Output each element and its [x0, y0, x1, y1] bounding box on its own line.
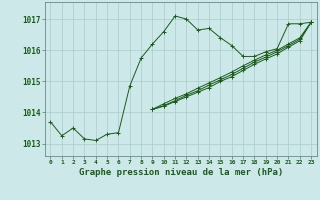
X-axis label: Graphe pression niveau de la mer (hPa): Graphe pression niveau de la mer (hPa)	[79, 168, 283, 177]
